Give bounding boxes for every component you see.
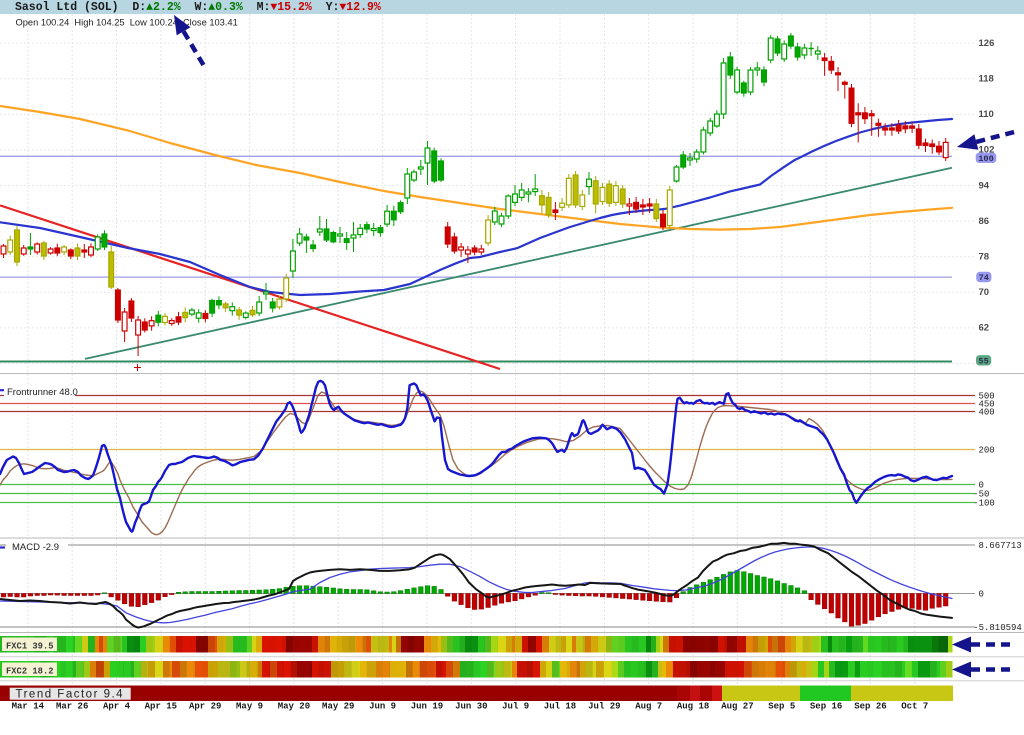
svg-text:Mar 14: Mar 14	[12, 702, 45, 712]
svg-text:Sep 16: Sep 16	[810, 702, 842, 712]
svg-text:Frontrunner 48.0: Frontrunner 48.0	[7, 387, 78, 398]
svg-text:Trend Factor 9.4: Trend Factor 9.4	[16, 688, 125, 700]
svg-text:May 9: May 9	[236, 702, 263, 712]
svg-text:FXC1 39.5: FXC1 39.5	[6, 641, 54, 651]
svg-text:55: 55	[978, 356, 988, 366]
svg-text:Jul 18: Jul 18	[544, 702, 576, 712]
svg-text:-100: -100	[973, 499, 995, 509]
svg-text:110: 110	[979, 109, 994, 120]
svg-text:Sep 5: Sep 5	[768, 702, 795, 712]
svg-text:Jun 9: Jun 9	[369, 702, 396, 712]
svg-text:Mar 26: Mar 26	[56, 702, 88, 712]
svg-text:0: 0	[979, 590, 984, 600]
svg-text:FXC2 18.2: FXC2 18.2	[6, 666, 54, 676]
svg-text:-5.810594: -5.810594	[973, 623, 1022, 633]
svg-text:500: 500	[979, 392, 995, 402]
svg-text:Jul 29: Jul 29	[588, 702, 620, 712]
svg-text:74: 74	[979, 273, 989, 283]
svg-text:94: 94	[979, 180, 990, 191]
svg-text:Jun 30: Jun 30	[455, 702, 487, 712]
svg-text:Apr 4: Apr 4	[103, 702, 131, 712]
svg-text:86: 86	[979, 216, 990, 227]
svg-text:Open 100.24 High 104.25 Low: Open 100.24 High 104.25 Low 100.24 Close…	[16, 18, 238, 28]
svg-text:Sep 26: Sep 26	[854, 702, 886, 712]
svg-text:118: 118	[979, 74, 994, 85]
svg-text:Oct 7: Oct 7	[901, 702, 928, 712]
svg-text:Apr 15: Apr 15	[145, 702, 177, 712]
svg-text:Jul 9: Jul 9	[502, 702, 529, 712]
svg-text:126: 126	[979, 38, 995, 49]
svg-text:Jun 19: Jun 19	[411, 702, 443, 712]
svg-text:May 29: May 29	[322, 702, 354, 712]
svg-text:78: 78	[979, 252, 990, 263]
svg-text:200: 200	[979, 446, 995, 456]
svg-text:102: 102	[979, 145, 995, 156]
svg-text:100: 100	[978, 154, 993, 164]
svg-text:0: 0	[979, 481, 984, 491]
svg-text:Aug 27: Aug 27	[721, 702, 753, 712]
svg-text:Sasol Ltd (SOL) D:▲2.2% W:▲0: Sasol Ltd (SOL) D:▲2.2% W:▲0.3% M:▼15.2%…	[15, 1, 381, 14]
svg-text:400: 400	[979, 408, 995, 418]
svg-text:70: 70	[979, 287, 990, 298]
svg-text:-50: -50	[973, 490, 989, 500]
svg-text:8.667713: 8.667713	[979, 541, 1022, 551]
svg-text:May 20: May 20	[278, 702, 310, 712]
svg-text:Aug 18: Aug 18	[677, 702, 709, 712]
svg-text:450: 450	[979, 400, 995, 410]
svg-text:Apr 29: Apr 29	[189, 702, 221, 712]
svg-text:Aug 7: Aug 7	[635, 702, 662, 712]
svg-text:MACD -2.9: MACD -2.9	[12, 542, 59, 553]
svg-text:62: 62	[979, 323, 990, 334]
